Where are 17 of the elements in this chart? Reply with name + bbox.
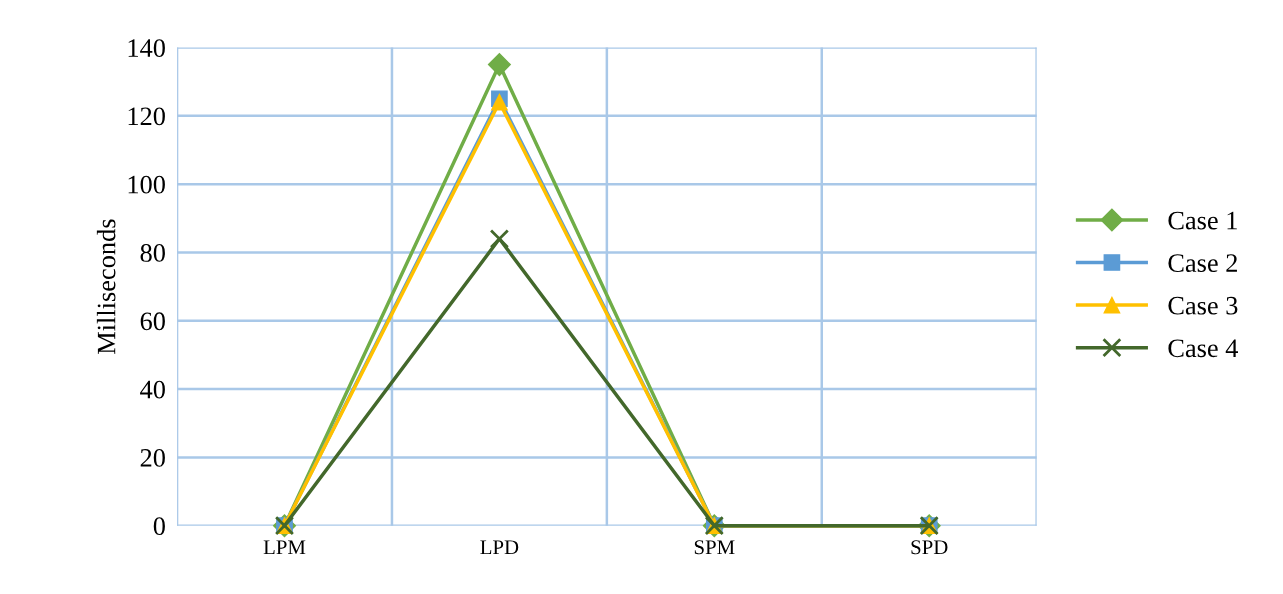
y-tick-label: 20 <box>140 448 165 467</box>
y-tick-label: 0 <box>153 517 165 536</box>
y-tick-label: 140 <box>128 39 165 57</box>
y-tick-label: 60 <box>140 312 165 331</box>
y-tick-label: 100 <box>128 175 165 194</box>
legend-label: Case 1 <box>1168 211 1237 230</box>
y-tick-label: 80 <box>140 244 165 262</box>
legend-label: Case 4 <box>1168 339 1238 358</box>
x-tick-label: SPD <box>911 540 948 555</box>
x-tick-label: SPM <box>694 540 735 555</box>
x-tick-label: LPM <box>263 540 306 555</box>
y-tick-label: 40 <box>140 380 165 399</box>
legend-label: Case 3 <box>1168 296 1238 315</box>
y-axis-title: Milliseconds <box>96 219 116 355</box>
x-tick-label: LPD <box>480 540 519 555</box>
legend-label: Case 2 <box>1168 254 1237 273</box>
y-tick-label: 120 <box>128 107 165 126</box>
